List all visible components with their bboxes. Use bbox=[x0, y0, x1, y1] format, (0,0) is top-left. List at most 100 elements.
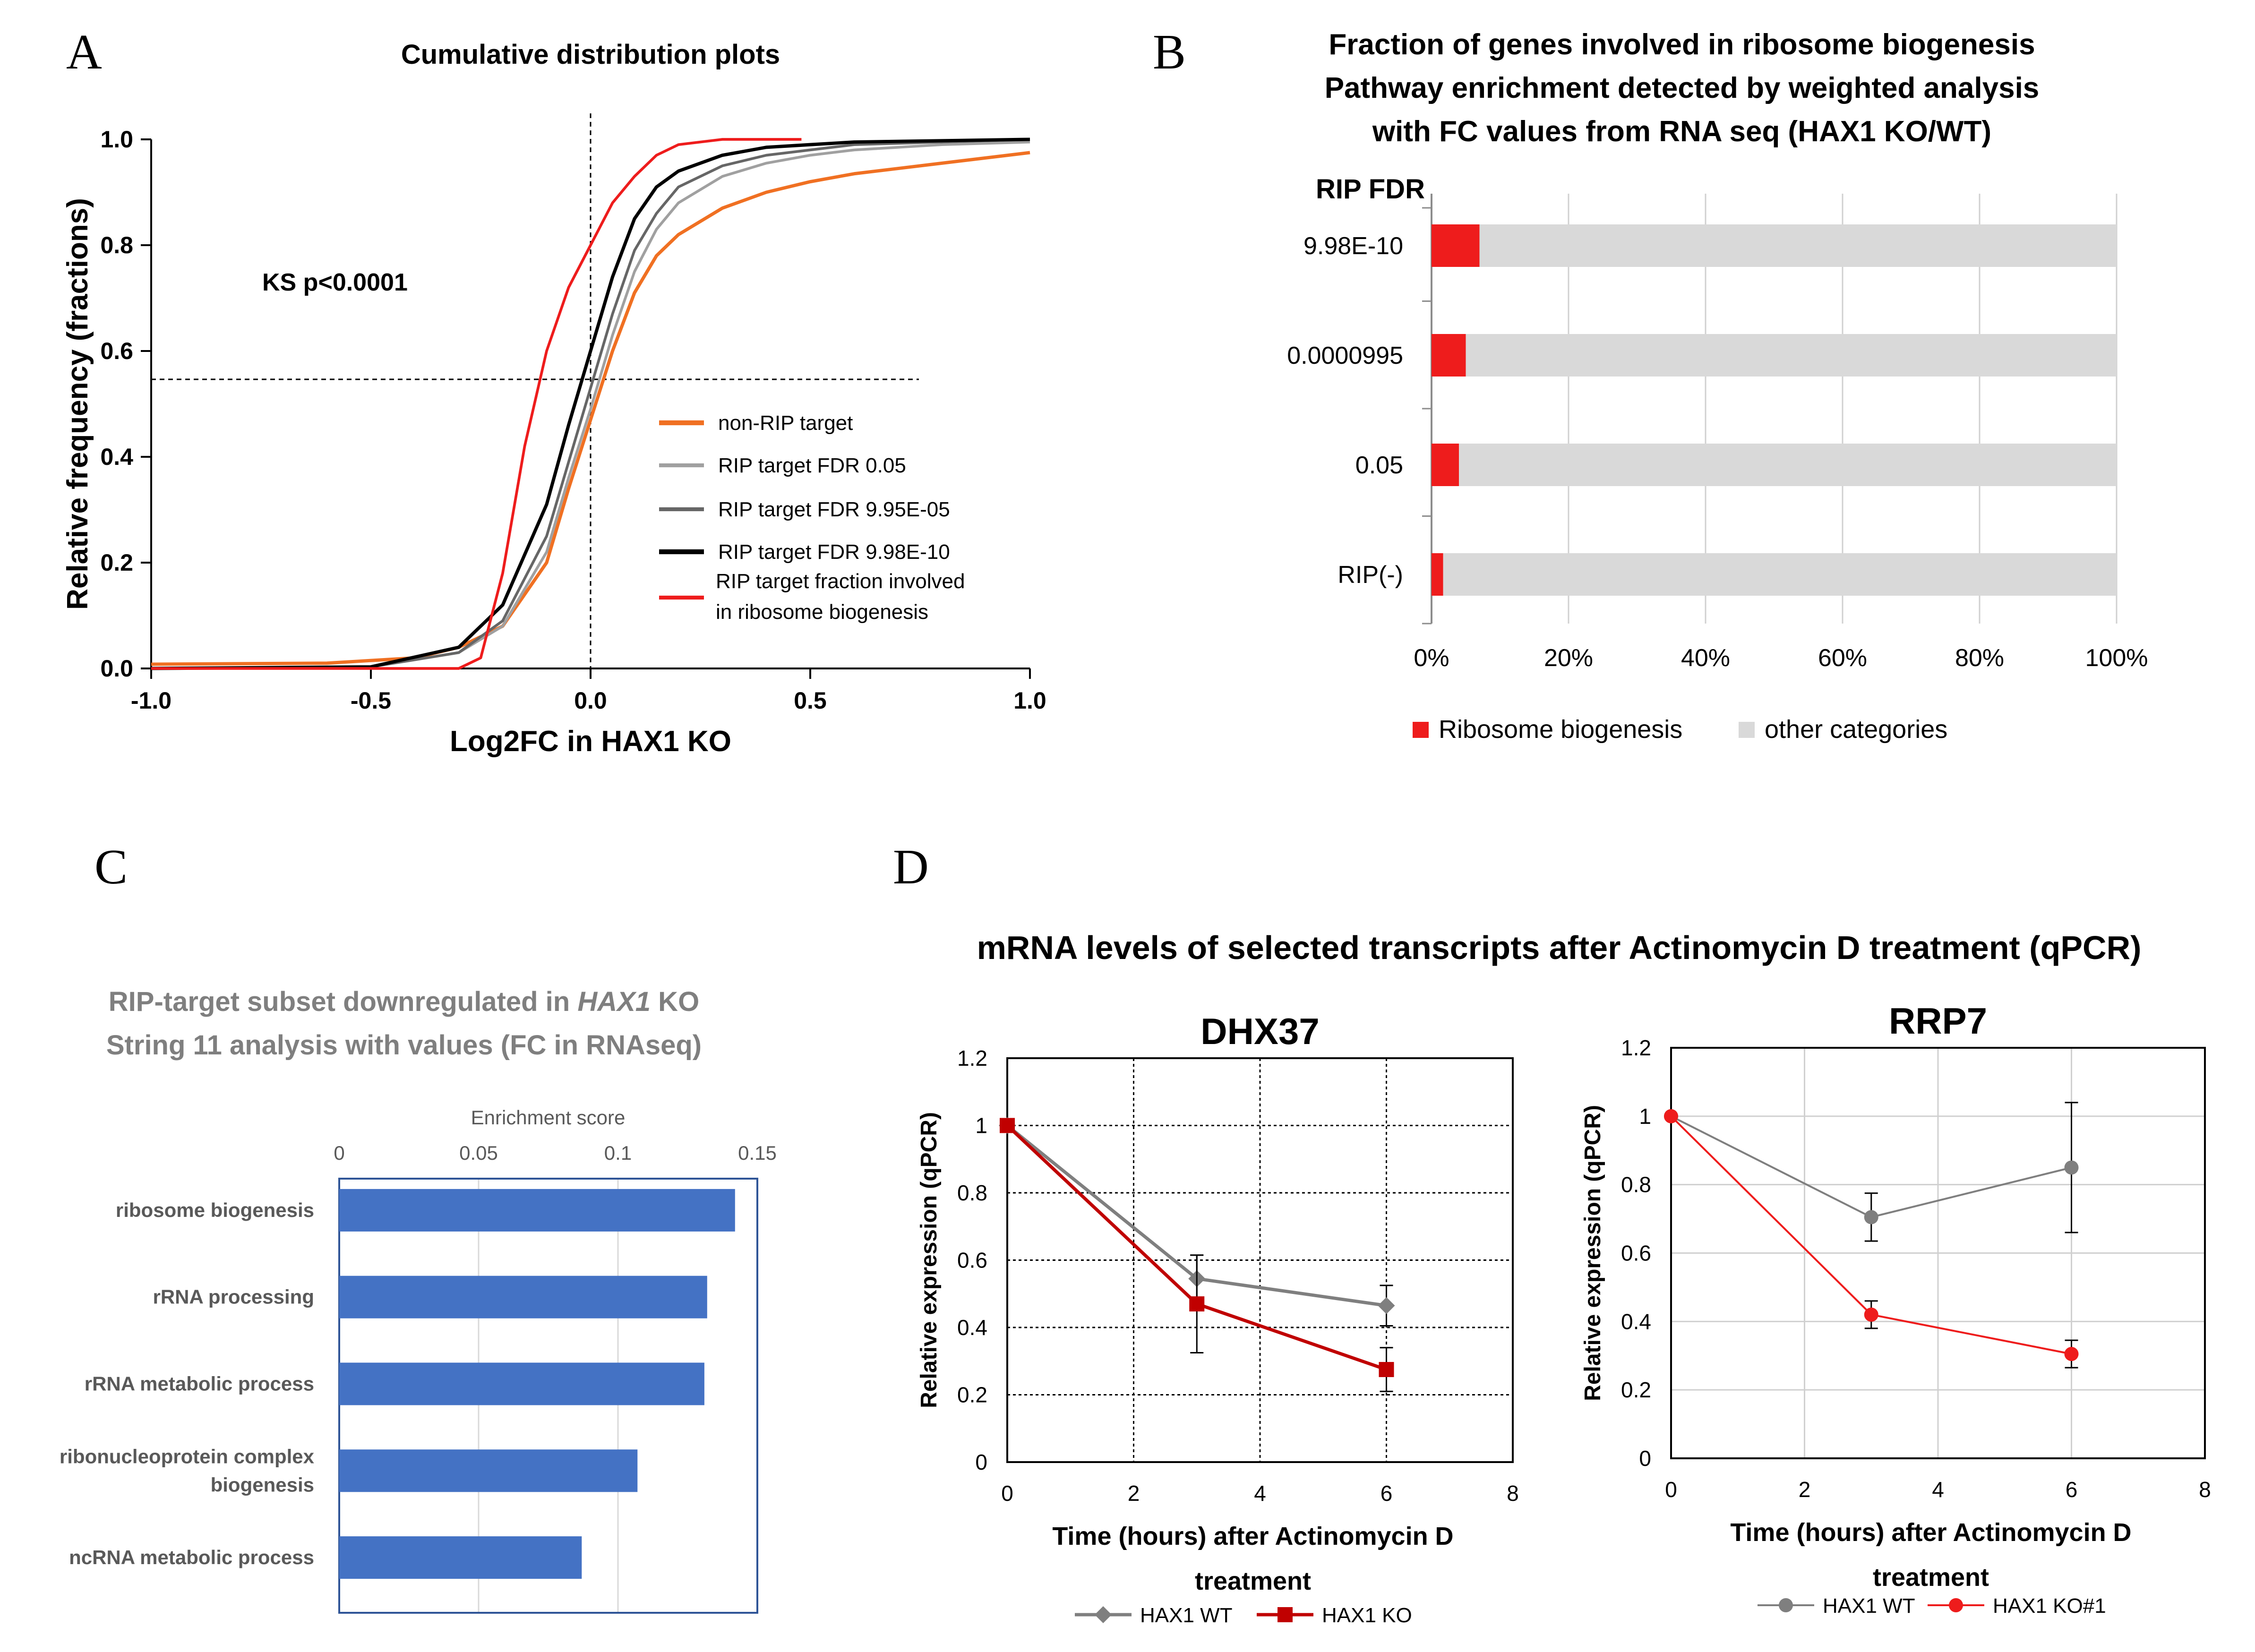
chart-d2-y-tick-label: 1 bbox=[1639, 1104, 1651, 1129]
chart-c-bar bbox=[339, 1362, 704, 1405]
chart-b-title-line: with FC values from RNA seq (HAX1 KO/WT) bbox=[1372, 115, 1991, 148]
chart-d1-x-tick-label: 8 bbox=[1507, 1481, 1519, 1506]
panel-letter-c: C bbox=[94, 839, 128, 894]
chart-a-y-tick-label: 0.0 bbox=[100, 655, 133, 682]
chart-d2-x-tick-label: 2 bbox=[1799, 1477, 1811, 1502]
chart-a-y-tick-label: 0.8 bbox=[100, 232, 133, 258]
chart-d2-x-label-line: treatment bbox=[1873, 1563, 1989, 1592]
chart-d2-point-circle bbox=[1664, 1109, 1678, 1123]
chart-d2-y-tick-label: 0.2 bbox=[1621, 1378, 1651, 1402]
chart-b-legend-swatch bbox=[1413, 722, 1429, 738]
panel-b-stacked-bar-chart: Fraction of genes involved in ribosome b… bbox=[1287, 28, 2148, 744]
chart-d1-legend-marker-square bbox=[1278, 1607, 1293, 1622]
chart-b-bar-segment bbox=[1466, 334, 2117, 377]
chart-b-title-line: Pathway enrichment detected by weighted … bbox=[1325, 72, 2040, 104]
panel-letter-d: D bbox=[893, 839, 929, 894]
chart-c-title-part: KO bbox=[651, 986, 699, 1017]
chart-b-category-label: 0.05 bbox=[1355, 452, 1403, 479]
chart-c-category-label: ncRNA metabolic process bbox=[69, 1546, 314, 1568]
chart-d1-x-tick-label: 6 bbox=[1380, 1481, 1393, 1506]
chart-d2-point-circle bbox=[1864, 1210, 1878, 1224]
panel-d-dhx37-chart: DHX37 0 0.2 0.4 0.6 0.8 1 1.2 0 2 4 6 8 Relative expr… bbox=[917, 1010, 1519, 1627]
chart-c-x-tick-label: 0.05 bbox=[459, 1142, 498, 1164]
chart-d1-legend-label: HAX1 WT bbox=[1140, 1604, 1233, 1627]
chart-b-bar-segment bbox=[1479, 224, 2117, 267]
chart-d2-x-tick-label: 8 bbox=[2199, 1477, 2211, 1502]
chart-d1-point-square bbox=[1379, 1362, 1394, 1378]
chart-b-x-tick-label: 80% bbox=[1955, 644, 2004, 672]
chart-a-annotation: KS p<0.0001 bbox=[262, 269, 408, 296]
chart-b-x-tick-label: 100% bbox=[2085, 644, 2148, 672]
chart-a-series-line bbox=[151, 137, 1030, 670]
chart-d2-x-tick-label: 0 bbox=[1665, 1477, 1677, 1502]
chart-c-x-tick-label: 0.1 bbox=[604, 1142, 632, 1164]
chart-d2-x-label-line: Time (hours) after Actinomycin D bbox=[1730, 1518, 2131, 1547]
chart-b-x-tick-label: 0% bbox=[1414, 644, 1449, 672]
chart-d2-y-tick-label: 0.4 bbox=[1621, 1309, 1651, 1334]
chart-c-x-tick-label: 0 bbox=[334, 1142, 344, 1164]
chart-b-x-tick-label: 20% bbox=[1544, 644, 1593, 672]
chart-c-x-label: Enrichment score bbox=[471, 1106, 626, 1129]
chart-d1-legend-label: HAX1 KO bbox=[1322, 1604, 1412, 1627]
chart-d1-y-tick-label: 0.8 bbox=[957, 1181, 987, 1205]
chart-a-y-tick-label: 0.4 bbox=[100, 444, 133, 470]
chart-a-legend-label: in ribosome biogenesis bbox=[716, 600, 928, 624]
chart-c-bar bbox=[339, 1189, 735, 1232]
chart-c-title-line: RIP-target subset downregulated in HAX1 … bbox=[109, 986, 699, 1017]
chart-c-category-label: rRNA metabolic process bbox=[85, 1373, 314, 1395]
panel-letter-a: A bbox=[66, 24, 102, 79]
panel-c-enrichment-bar-chart: RIP-target subset downregulated in HAX1 … bbox=[60, 986, 777, 1614]
chart-c-title-part: RIP-target subset downregulated in bbox=[109, 986, 578, 1017]
chart-a-legend-label: RIP target fraction involved bbox=[716, 570, 965, 593]
chart-a-legend-label: RIP target FDR 9.95E-05 bbox=[718, 498, 950, 521]
chart-d1-y-tick-label: 1 bbox=[975, 1113, 987, 1138]
chart-c-bar bbox=[339, 1275, 707, 1318]
chart-c-title-part: HAX1 bbox=[577, 986, 651, 1017]
chart-d1-plot-frame bbox=[1006, 1057, 1514, 1463]
chart-b-category-label: RIP(-) bbox=[1338, 561, 1403, 589]
chart-d1-x-label-line: Time (hours) after Actinomycin D bbox=[1052, 1522, 1453, 1550]
chart-c-category-label: ribonucleoprotein complex bbox=[60, 1445, 315, 1467]
chart-b-legend-label: other categories bbox=[1765, 715, 1947, 744]
chart-d1-point-square bbox=[1189, 1296, 1205, 1312]
chart-a-x-tick-label: 1.0 bbox=[1013, 687, 1046, 714]
chart-b-legend-swatch bbox=[1739, 722, 1755, 738]
chart-a-y-tick-label: 0.2 bbox=[100, 549, 133, 576]
chart-d2-point-circle bbox=[2064, 1160, 2079, 1175]
chart-d2-y-label: Relative expression (qPCR) bbox=[1580, 1105, 1605, 1401]
chart-d1-y-tick-label: 0.4 bbox=[957, 1315, 987, 1340]
chart-d2-y-tick-label: 0.6 bbox=[1621, 1241, 1651, 1266]
chart-b-bar-segment bbox=[1432, 553, 1443, 596]
chart-b-x-tick-label: 40% bbox=[1681, 644, 1730, 672]
chart-d2-y-tick-label: 1.2 bbox=[1621, 1036, 1651, 1060]
chart-d2-legend-label: HAX1 KO#1 bbox=[1993, 1594, 2106, 1618]
chart-a-y-label: Relative frequency (fractions) bbox=[61, 198, 94, 610]
chart-d1-y-label: Relative expression (qPCR) bbox=[917, 1112, 942, 1408]
chart-a-x-tick-label: -0.5 bbox=[351, 687, 391, 714]
chart-d2-x-tick-label: 6 bbox=[2066, 1477, 2078, 1502]
chart-d1-point-diamond bbox=[1378, 1297, 1395, 1314]
chart-c-category-label: rRNA processing bbox=[153, 1286, 314, 1308]
chart-d1-y-tick-label: 0.6 bbox=[957, 1248, 987, 1273]
chart-d2-plot-frame bbox=[1670, 1047, 2206, 1459]
chart-c-bar bbox=[339, 1536, 582, 1579]
chart-b-bar-segment bbox=[1443, 553, 2117, 596]
chart-a-legend-label: non-RIP target bbox=[718, 411, 853, 435]
chart-a-y-tick-label: 0.6 bbox=[100, 338, 133, 364]
chart-d1-title: DHX37 bbox=[1200, 1010, 1319, 1052]
chart-d2-x-tick-label: 4 bbox=[1932, 1477, 1944, 1502]
chart-c-category-label: biogenesis bbox=[211, 1473, 314, 1496]
chart-d2-legend-marker-circle bbox=[1779, 1598, 1793, 1612]
chart-d2-legend-label: HAX1 WT bbox=[1823, 1594, 1915, 1618]
chart-c-bar bbox=[339, 1449, 638, 1492]
chart-b-bar-segment bbox=[1432, 224, 1480, 267]
chart-b-category-label: 0.0000995 bbox=[1287, 342, 1403, 369]
chart-b-title-line: Fraction of genes involved in ribosome b… bbox=[1329, 28, 2035, 61]
panel-d-title: mRNA levels of selected transcripts afte… bbox=[977, 929, 2142, 966]
chart-b-bar-segment bbox=[1432, 334, 1466, 377]
chart-a-x-tick-label: 0.5 bbox=[794, 687, 827, 714]
chart-d2-y-tick-label: 0.8 bbox=[1621, 1173, 1651, 1197]
chart-a-title: Cumulative distribution plots bbox=[401, 39, 780, 70]
chart-d1-x-tick-label: 4 bbox=[1254, 1481, 1266, 1506]
